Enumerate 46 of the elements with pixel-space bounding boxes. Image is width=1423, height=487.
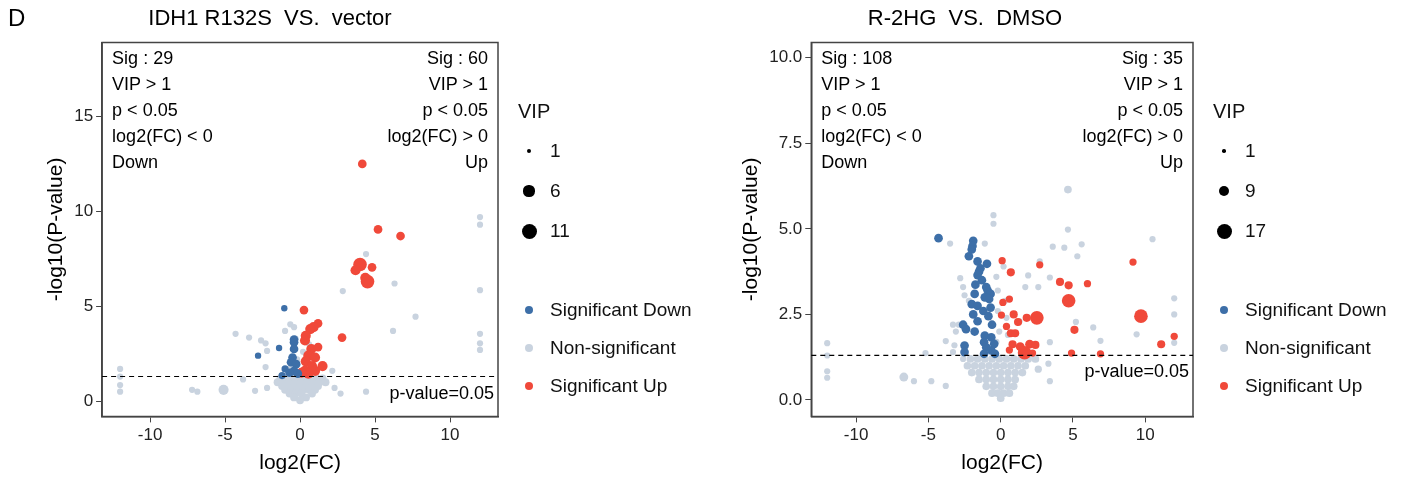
x-tick-label: 5 [1068, 425, 1078, 445]
x-tick-label: 5 [370, 425, 380, 445]
y-tick-label: 15 [74, 106, 94, 126]
chart-title: IDH1 R132S VS. vector [148, 5, 392, 31]
x-tick-label: 10 [1135, 425, 1155, 445]
legend-label: 9 [1245, 180, 1256, 202]
annotation: Sig : 60 VIP > 1 p < 0.05 log2(FC) > 0 Up [387, 48, 488, 173]
y-tick-label: 5 [83, 295, 94, 315]
y-tick-label: 0.0 [778, 389, 803, 409]
x-tick-label: 0 [295, 425, 305, 445]
x-tick-label: -5 [920, 425, 936, 445]
y-tick-label: 7.5 [778, 133, 803, 153]
annotation: Sig : 35 VIP > 1 p < 0.05 log2(FC) > 0 Up [1082, 48, 1183, 173]
legend-title: VIP [518, 100, 552, 123]
legend-label: Significant Down [550, 299, 692, 321]
legend-label: 11 [550, 220, 570, 242]
y-axis-title: -log10(P-value) [43, 157, 67, 302]
y-tick-label: 5.0 [778, 218, 803, 238]
chart-title: R-2HG VS. DMSO [867, 5, 1063, 31]
x-tick-label: -5 [217, 425, 233, 445]
legend-label: Significant Up [1245, 375, 1363, 397]
legend-label: Significant Up [550, 375, 668, 397]
y-axis-title: -log10(P-value) [738, 157, 762, 302]
y-tick-label: 0 [83, 390, 94, 410]
y-tick-label: 10 [74, 201, 94, 221]
x-tick-label: 0 [995, 425, 1006, 445]
x-tick-label: 10 [440, 425, 460, 445]
legend-label: 1 [550, 140, 561, 162]
annotation: p-value=0.05 [1084, 361, 1189, 382]
x-tick-label: -10 [843, 425, 869, 445]
legend-label: 1 [1245, 140, 1256, 162]
legend-label: Non-significant [550, 337, 676, 359]
legend-label: 6 [550, 180, 561, 202]
text: D [8, 4, 26, 31]
legend-title: VIP [1213, 100, 1247, 123]
annotation: Sig : 108 VIP > 1 p < 0.05 log2(FC) < 0 Down [821, 48, 922, 173]
annotation: Sig : 29 VIP > 1 p < 0.05 log2(FC) < 0 Down [112, 48, 213, 173]
annotation: p-value=0.05 [389, 382, 494, 403]
x-tick-label: -10 [137, 425, 163, 445]
legend-label: Non-significant [1245, 337, 1371, 359]
legend-label: 17 [1245, 220, 1267, 242]
x-axis-title: log2(FC) [259, 450, 341, 474]
x-axis-title: log2(FC) [961, 450, 1043, 474]
y-tick-label: 10.0 [769, 47, 803, 67]
legend-label: Significant Down [1245, 299, 1387, 321]
y-tick-label: 2.5 [778, 304, 803, 324]
